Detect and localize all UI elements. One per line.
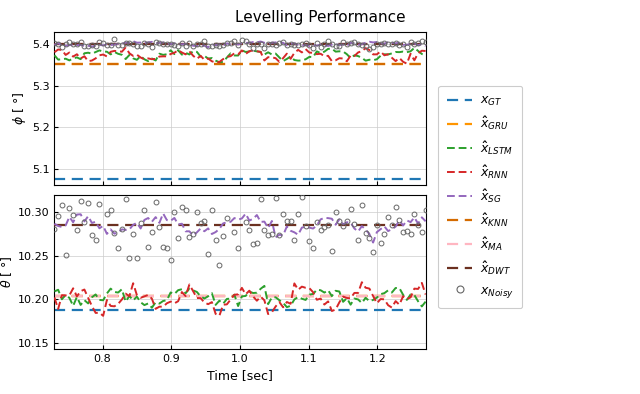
Y-axis label: $\phi$ [ °]: $\phi$ [ °] — [11, 92, 28, 125]
Y-axis label: $\theta$ [ °]: $\theta$ [ °] — [0, 255, 13, 288]
X-axis label: Time [sec]: Time [sec] — [207, 369, 273, 382]
Text: Levelling Performance: Levelling Performance — [235, 10, 405, 25]
Legend: $\mathbf{\mathit{x}}_{\mathbf{\mathit{GT}}}$, $\mathbf{\hat{\mathit{x}}}_{\mathb: $\mathbf{\mathit{x}}_{\mathbf{\mathit{GT… — [438, 85, 522, 309]
